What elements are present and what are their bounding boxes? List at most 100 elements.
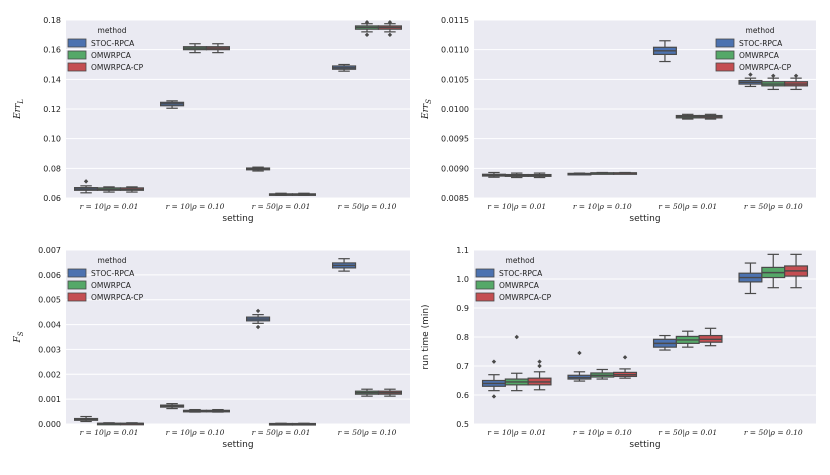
x-tick-label: r = 10|ρ = 0.10 [166, 202, 225, 211]
box-stoc-rpca [332, 63, 357, 72]
x-axis-label: setting [629, 214, 660, 224]
y-axis-label: FS [13, 331, 25, 343]
legend-label: STOC-RPCA [91, 39, 135, 48]
legend-swatch-omwrpca [67, 280, 87, 290]
y-tick-label: 0.002 [38, 370, 61, 379]
chart-panel-1: 0.06 0.08 0.10 0.12 0.14 0.16 0.18 r = 10|ρ = 0… [13, 16, 410, 224]
y-tick-label: 0.004 [38, 321, 61, 330]
outlier-point [83, 179, 89, 184]
legend-swatch-stoc-rpca [67, 38, 87, 48]
y-tick-label: 0.001 [38, 395, 61, 404]
x-tick-label: r = 50|ρ = 0.10 [744, 428, 803, 437]
y-tick-label: 0.5 [456, 420, 469, 429]
box-omwrpca [354, 20, 380, 38]
y-tick-label: 0.0100 [441, 105, 469, 114]
y-axis-label-main: run time (min) [421, 304, 431, 369]
y-tick-label: 0.7 [456, 362, 469, 371]
box-omwrpca-cp [698, 113, 723, 120]
y-tick-label: 0.18 [43, 16, 61, 25]
y-tick-label: 0.9 [456, 304, 469, 313]
box-stoc-rpca [160, 100, 185, 109]
y-tick-label: 0.12 [43, 105, 61, 114]
x-axis-label: setting [629, 440, 660, 450]
x-tick-label: r = 50|ρ = 0.01 [658, 428, 717, 437]
legend: method STOC-RPCA OMWRPCA OMWRPCA-CP [475, 256, 552, 302]
box-omwrpca [268, 192, 294, 196]
x-tick-label: r = 10|ρ = 0.01 [80, 202, 139, 211]
legend-label: OMWRPCA-CP [739, 63, 792, 72]
y-tick-label: 0.14 [43, 75, 61, 84]
legend-label: OMWRPCA-CP [91, 293, 144, 302]
chart-panel-4: 0.5 0.6 0.7 0.8 0.9 1.0 1.1 r = 10|ρ = 0.01 r = … [421, 246, 816, 450]
chart-panel-3: 0.000 0.001 0.002 0.003 0.004 0.005 0.006 0.007… [13, 246, 410, 450]
y-axis-label-main: F [13, 336, 23, 344]
x-tick-label: r = 50|ρ = 0.01 [252, 428, 311, 437]
box-omwrpca [590, 171, 615, 175]
outlier-point [537, 363, 542, 369]
x-tick-label: r = 10|ρ = 0.01 [487, 428, 546, 437]
outlier-point [387, 32, 393, 38]
y-tick-label: 1.0 [456, 275, 469, 284]
box-omwrpca [675, 113, 700, 120]
x-axis-label: setting [222, 440, 253, 450]
outlier-point [514, 334, 519, 340]
legend-swatch-omwrpca-cp [67, 292, 87, 302]
y-axis-label: ErrS [421, 99, 433, 120]
x-tick-label: r = 50|ρ = 0.10 [338, 428, 397, 437]
box-omwrpca [268, 422, 294, 426]
legend-title: method [98, 256, 127, 265]
legend-swatch-stoc-rpca [67, 268, 87, 278]
y-tick-label: 0.006 [38, 271, 61, 280]
box-omwrpca-cp [527, 359, 552, 391]
y-tick-label: 0.6 [456, 391, 469, 400]
legend-title: method [98, 26, 127, 35]
box-omwrpca-cp [784, 73, 809, 91]
y-tick-label: 0.007 [38, 246, 61, 255]
x-tick-label: r = 50|ρ = 0.01 [252, 202, 311, 211]
y-axis-label: run time (min) [421, 304, 431, 369]
legend-title: method [506, 256, 535, 265]
legend-swatch-omwrpca [67, 50, 87, 60]
x-tick-label: r = 50|ρ = 0.10 [338, 202, 397, 211]
box-stoc-rpca [481, 171, 506, 178]
box-stoc-rpca [652, 40, 677, 63]
legend-label: STOC-RPCA [499, 269, 543, 278]
legend-swatch-omwrpca-cp [715, 62, 735, 72]
x-tick-label: r = 10|ρ = 0.10 [573, 428, 632, 437]
outlier-point [364, 20, 370, 25]
legend: method STOC-RPCA OMWRPCA OMWRPCA-CP [67, 26, 144, 72]
y-tick-label: 0.000 [38, 420, 61, 429]
y-tick-label: 0.0090 [441, 164, 469, 173]
x-tick-label: r = 50|ρ = 0.01 [658, 202, 717, 211]
box-omwrpca-cp [377, 388, 403, 397]
box-stoc-rpca [332, 258, 357, 272]
legend-swatch-omwrpca [475, 280, 495, 290]
legend-label: OMWRPCA [91, 51, 132, 60]
y-tick-label: 0.16 [43, 46, 61, 55]
legend-swatch-omwrpca-cp [475, 292, 495, 302]
legend-label: OMWRPCA-CP [91, 63, 144, 72]
y-tick-label: 0.08 [43, 164, 61, 173]
y-tick-label: 1.1 [456, 246, 469, 255]
x-tick-label: r = 10|ρ = 0.10 [573, 202, 632, 211]
legend-swatch-omwrpca [715, 50, 735, 60]
outlier-point [577, 350, 582, 356]
box-omwrpca-cp [291, 192, 317, 196]
legend-swatch-omwrpca-cp [67, 62, 87, 72]
plot-area [66, 250, 410, 424]
legend-label: STOC-RPCA [739, 39, 783, 48]
y-axis-label-subscript: S [425, 99, 433, 104]
box-omwrpca [354, 388, 380, 397]
box-stoc-rpca [246, 308, 271, 330]
box-omwrpca-cp [784, 253, 809, 289]
box-stoc-rpca [567, 172, 592, 176]
outlier-point [255, 308, 261, 314]
box-omwrpca-cp [613, 171, 638, 175]
y-tick-label: 0.005 [38, 296, 61, 305]
box-stoc-rpca [738, 72, 763, 88]
y-tick-label: 0.003 [38, 345, 61, 354]
legend-swatch-stoc-rpca [715, 38, 735, 48]
box-omwrpca-cp [205, 408, 230, 413]
y-axis-label-main: Err [13, 103, 23, 120]
